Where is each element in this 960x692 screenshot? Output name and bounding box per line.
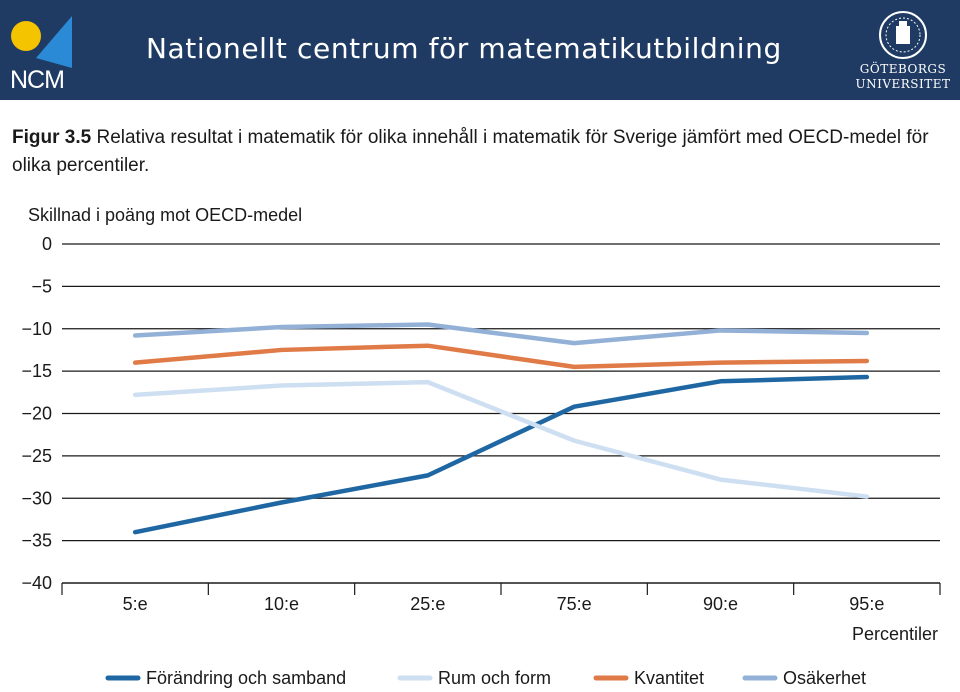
university-name-line1: GÖTEBORGS — [859, 62, 947, 76]
series-line-3 — [132, 322, 870, 346]
y-tick-label-6: −30 — [21, 488, 52, 508]
header-banner: NCM Nationellt centrum för matematikutbi… — [0, 0, 960, 100]
figure-label: Figur 3.5 — [12, 127, 92, 148]
x-axis — [61, 582, 941, 595]
x-tick-label-5: 95:e — [849, 594, 884, 614]
x-tick-label-4: 90:e — [703, 594, 738, 614]
figure-caption-text: Relativa resultat i matematik för olika … — [12, 127, 929, 176]
legend-item-3: Osäkerhet — [742, 668, 866, 688]
series-line-1 — [132, 379, 870, 499]
y-tick-label-5: −25 — [21, 446, 52, 466]
series-line-2 — [132, 343, 870, 370]
x-tick-label-3: 75:e — [557, 594, 592, 614]
chart-series — [132, 322, 870, 535]
university-name-line2: UNIVERSITET — [855, 77, 951, 91]
legend-label-0: Förändring och samband — [146, 668, 346, 688]
y-tick-label-3: −15 — [21, 361, 52, 381]
ncm-logo-icon — [11, 16, 72, 68]
y-tick-label-4: −20 — [21, 404, 52, 424]
y-tick-label-2: −10 — [21, 319, 52, 339]
x-axis-ticks: 5:e 10:e 25:e 75:e 90:e 95:e — [123, 594, 885, 614]
x-tick-label-2: 25:e — [410, 594, 445, 614]
x-tick-label-0: 5:e — [123, 594, 148, 614]
y-tick-label-7: −35 — [21, 531, 52, 551]
x-axis-label: Percentiler — [852, 624, 938, 644]
figure-caption: Figur 3.5 Relativa resultat i matematik … — [12, 124, 932, 180]
chart-gridlines — [62, 243, 940, 542]
legend-item-1: Rum och form — [397, 668, 551, 688]
legend-item-2: Kvantitet — [593, 668, 704, 688]
legend-item-0: Förändring och samband — [105, 668, 346, 688]
chart-legend: Förändring och samband Rum och form Kvanti… — [105, 668, 866, 688]
legend-label-3: Osäkerhet — [783, 668, 866, 688]
series-line-0 — [132, 374, 870, 535]
y-tick-label-8: −40 — [21, 573, 52, 593]
y-tick-label-1: −5 — [31, 276, 52, 296]
legend-label-1: Rum och form — [438, 668, 551, 688]
y-axis-label: Skillnad i poäng mot OECD-medel — [28, 205, 302, 225]
university-name: GÖTEBORGS UNIVERSITET — [846, 62, 960, 92]
ncm-logo-text: NCM — [10, 66, 65, 94]
header-title: Nationellt centrum för matematikutbildni… — [146, 32, 782, 65]
university-seal-icon — [879, 11, 927, 59]
legend-label-2: Kvantitet — [634, 668, 704, 688]
x-tick-label-1: 10:e — [264, 594, 299, 614]
y-tick-label-0: 0 — [42, 234, 52, 254]
line-chart: Skillnad i poäng mot OECD-medel 0 −5 −10 −1… — [21, 205, 941, 688]
y-axis-ticks: 0 −5 −10 −15 −20 −25 −30 −35 −40 — [21, 234, 52, 593]
